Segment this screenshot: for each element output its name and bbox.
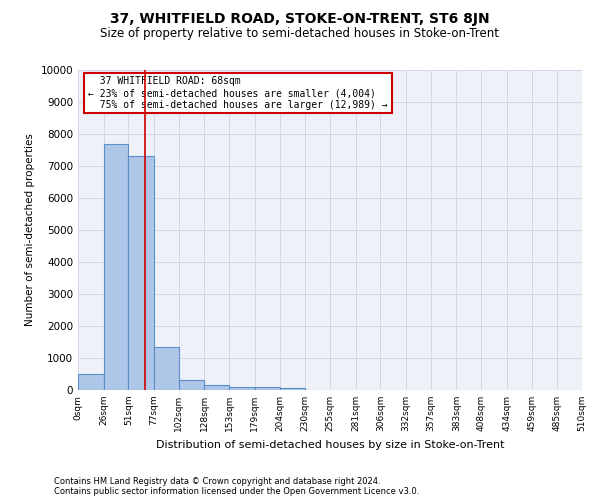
X-axis label: Distribution of semi-detached houses by size in Stoke-on-Trent: Distribution of semi-detached houses by … <box>156 440 504 450</box>
Text: 37 WHITFIELD ROAD: 68sqm
← 23% of semi-detached houses are smaller (4,004)
  75%: 37 WHITFIELD ROAD: 68sqm ← 23% of semi-d… <box>88 76 388 110</box>
Bar <box>205 385 229 390</box>
Bar <box>280 388 305 390</box>
Text: Contains HM Land Registry data © Crown copyright and database right 2024.: Contains HM Land Registry data © Crown c… <box>54 478 380 486</box>
Text: 37, WHITFIELD ROAD, STOKE-ON-TRENT, ST6 8JN: 37, WHITFIELD ROAD, STOKE-ON-TRENT, ST6 … <box>110 12 490 26</box>
Text: Contains public sector information licensed under the Open Government Licence v3: Contains public sector information licen… <box>54 488 419 496</box>
Bar <box>255 387 280 390</box>
Bar <box>179 380 205 390</box>
Bar <box>229 387 255 390</box>
Bar <box>78 374 104 390</box>
Bar <box>104 144 128 390</box>
Bar <box>128 156 154 390</box>
Text: Size of property relative to semi-detached houses in Stoke-on-Trent: Size of property relative to semi-detach… <box>101 28 499 40</box>
Bar <box>154 347 179 390</box>
Y-axis label: Number of semi-detached properties: Number of semi-detached properties <box>25 134 35 326</box>
